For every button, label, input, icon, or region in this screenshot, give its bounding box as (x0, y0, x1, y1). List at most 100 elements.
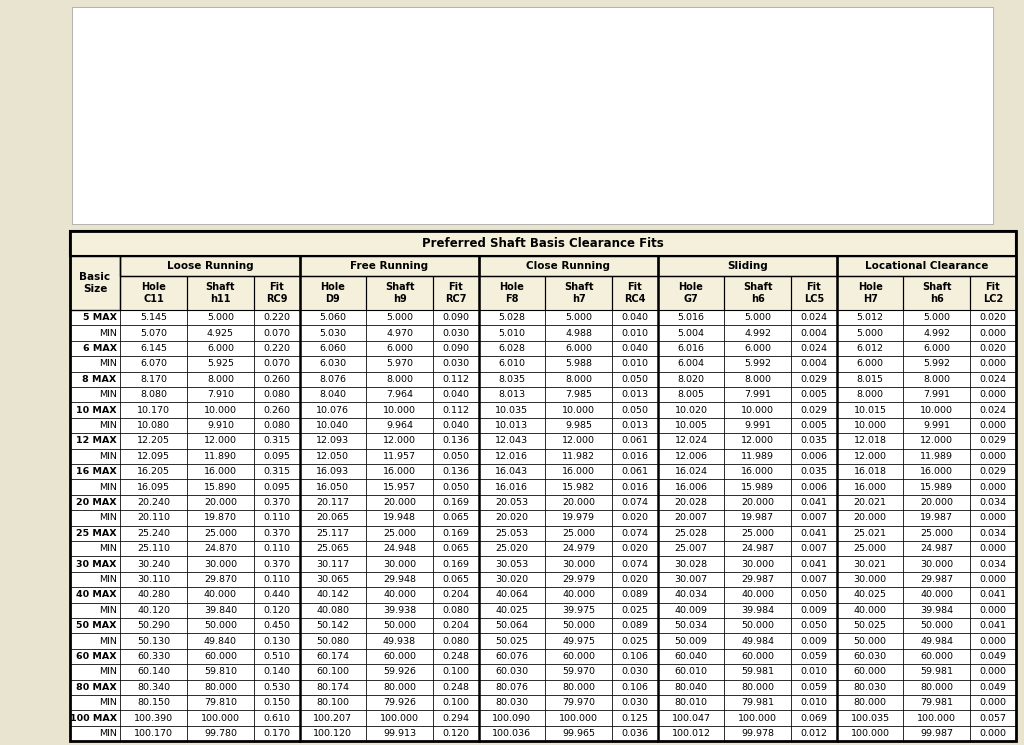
Bar (970, 402, 1016, 418)
Bar (187, 434, 254, 448)
Text: 0.030: 0.030 (622, 668, 648, 676)
Bar (724, 711, 791, 726)
Bar (254, 276, 299, 310)
Bar (970, 633, 1016, 649)
Bar (837, 310, 903, 326)
Bar (724, 356, 791, 372)
Text: 6.000: 6.000 (744, 344, 771, 353)
Text: 40.000: 40.000 (383, 591, 416, 600)
Bar (187, 649, 254, 665)
Bar (70, 665, 121, 679)
Bar (837, 695, 903, 711)
Bar (299, 434, 367, 448)
Bar (478, 310, 545, 326)
Bar (657, 326, 724, 341)
Bar (478, 572, 545, 587)
Text: 0.020: 0.020 (622, 575, 648, 584)
Bar (545, 326, 612, 341)
Bar (657, 649, 724, 665)
Text: 0.029: 0.029 (801, 406, 827, 415)
Bar (478, 276, 545, 310)
Bar (612, 341, 657, 356)
Bar (970, 480, 1016, 495)
Text: 59.810: 59.810 (204, 668, 237, 676)
Bar (545, 510, 612, 526)
Bar (903, 633, 970, 649)
Bar (612, 387, 657, 402)
Bar (433, 711, 478, 726)
Text: 60.174: 60.174 (316, 652, 349, 661)
Text: 4.970: 4.970 (386, 329, 413, 337)
Bar (478, 541, 545, 557)
Bar (313, 32, 346, 86)
Text: MIN: MIN (98, 513, 117, 522)
Bar (70, 356, 121, 372)
Text: 80.040: 80.040 (675, 683, 708, 692)
Text: 60 MAX: 60 MAX (76, 652, 117, 661)
Bar (970, 726, 1016, 741)
Text: Shaft
h11: Shaft h11 (206, 282, 236, 304)
Bar (187, 480, 254, 495)
Bar (367, 603, 433, 618)
Text: 0.110: 0.110 (263, 575, 290, 584)
Text: 5.010: 5.010 (499, 329, 525, 337)
Bar (478, 480, 545, 495)
Text: 4.925: 4.925 (207, 329, 233, 337)
Bar (121, 572, 187, 587)
Text: 0.065: 0.065 (442, 513, 469, 522)
Bar (70, 618, 121, 633)
Bar (791, 526, 837, 541)
Text: MIN: MIN (98, 329, 117, 337)
Bar (903, 711, 970, 726)
Bar (837, 276, 903, 310)
Bar (367, 695, 433, 711)
Bar (657, 480, 724, 495)
Text: 12.016: 12.016 (496, 452, 528, 461)
Text: 0.000: 0.000 (979, 359, 1007, 369)
Bar (837, 618, 903, 633)
Bar (791, 711, 837, 726)
Text: 7.991: 7.991 (924, 390, 950, 399)
Bar (612, 572, 657, 587)
Bar (299, 387, 367, 402)
Bar (903, 387, 970, 402)
Text: 80.030: 80.030 (496, 698, 528, 707)
Bar (299, 665, 367, 679)
Bar (478, 495, 545, 510)
Bar (478, 256, 657, 276)
Bar (121, 557, 187, 572)
Bar (433, 402, 478, 418)
Bar (367, 356, 433, 372)
Bar (187, 276, 254, 310)
Text: 0.041: 0.041 (801, 559, 827, 568)
Bar (612, 402, 657, 418)
Bar (187, 356, 254, 372)
Text: 100.000: 100.000 (380, 714, 419, 723)
Text: 80.000: 80.000 (562, 683, 595, 692)
Text: 5.000: 5.000 (207, 313, 233, 323)
Bar (903, 572, 970, 587)
Text: 16.000: 16.000 (383, 467, 416, 476)
Bar (254, 276, 299, 310)
Bar (478, 510, 545, 526)
Bar (367, 711, 433, 726)
Bar (478, 618, 545, 633)
Text: 25.021: 25.021 (854, 529, 887, 538)
Text: 0.000: 0.000 (979, 698, 1007, 707)
Bar (299, 448, 367, 464)
Text: 20.240: 20.240 (137, 498, 170, 507)
Bar (724, 495, 791, 510)
Bar (724, 341, 791, 356)
Bar (299, 464, 367, 480)
Bar (724, 665, 791, 679)
Bar (657, 372, 724, 387)
Bar (367, 603, 433, 618)
Bar (254, 448, 299, 464)
Bar (837, 495, 903, 510)
Bar (970, 649, 1016, 665)
Bar (70, 310, 121, 326)
Text: 100.047: 100.047 (672, 714, 711, 723)
Bar (791, 665, 837, 679)
Bar (970, 448, 1016, 464)
Bar (903, 418, 970, 434)
